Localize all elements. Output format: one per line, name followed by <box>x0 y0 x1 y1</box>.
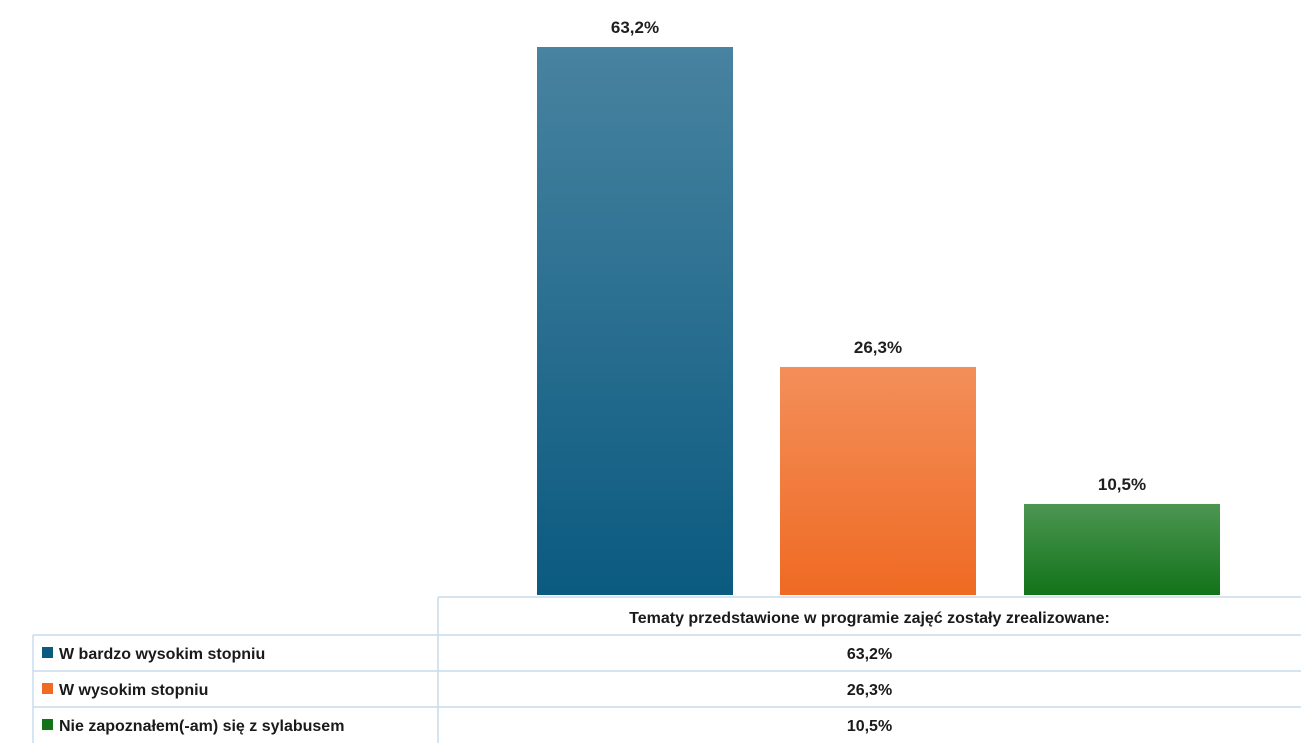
data-table: Tematy przedstawione w programie zajęć z… <box>32 596 1301 743</box>
table-value-1: 26,3% <box>847 682 892 699</box>
table-value-2: 10,5% <box>847 718 892 735</box>
table-value-0: 63,2% <box>847 646 892 663</box>
legend-key-0 <box>42 647 53 658</box>
bars-layer <box>537 47 1220 595</box>
bar-2 <box>1024 503 1220 595</box>
legend-series-name-0: W bardzo wysokim stopniu <box>59 646 265 663</box>
legend-key-2 <box>42 719 53 730</box>
table-header-category: Tematy przedstawione w programie zajęć z… <box>629 610 1110 627</box>
bar-0 <box>537 47 733 595</box>
bar-value-label-0: 63,2% <box>611 18 659 37</box>
legend-series-name-2: Nie zapoznałem(-am) się z sylabusem <box>59 718 344 735</box>
bar-value-label-1: 26,3% <box>854 338 902 357</box>
data-labels-layer: 63,2% 26,3% 10,5% <box>611 18 1146 494</box>
bar-value-label-2: 10,5% <box>1098 475 1146 494</box>
legend-key-1 <box>42 683 53 694</box>
legend-series-name-1: W wysokim stopniu <box>59 682 208 699</box>
bar-1 <box>780 366 976 595</box>
